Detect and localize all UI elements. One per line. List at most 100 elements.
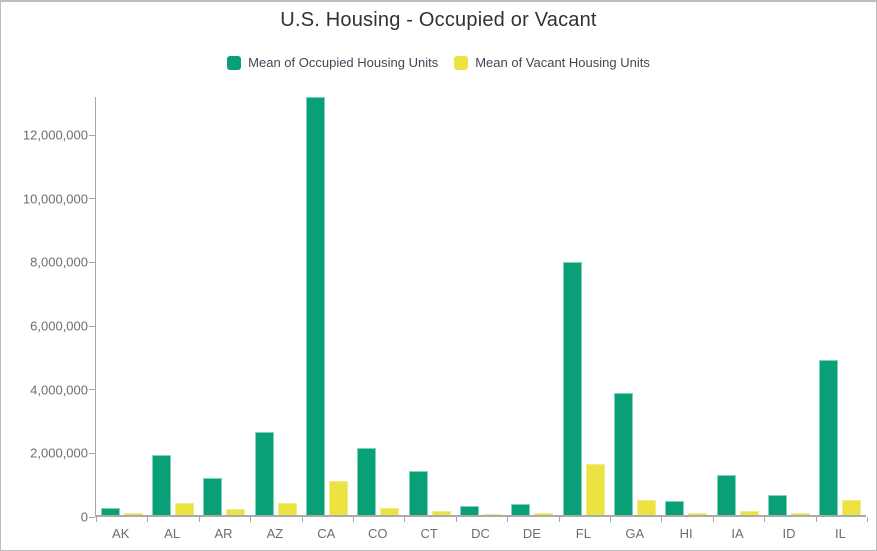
y-axis-labels: 0 2,000,000 4,000,000 6,000,000 8,000,000 10,… — [1, 97, 88, 525]
bar-group-fl — [558, 97, 609, 515]
x-tick-mark — [147, 517, 149, 522]
y-tick-mark — [89, 516, 95, 518]
bar-vacant-ak[interactable] — [123, 513, 143, 515]
bar-group-az — [250, 97, 301, 515]
y-axis-tick-label: 0 — [80, 509, 88, 525]
y-tick-mark — [89, 389, 95, 391]
bar-occupied-co[interactable] — [357, 448, 377, 515]
bar-group-ia — [712, 97, 763, 515]
bar-occupied-ga[interactable] — [613, 393, 633, 515]
bar-group-ct — [404, 97, 455, 515]
x-tick-mark — [404, 517, 406, 522]
x-tick-mark — [198, 517, 200, 522]
x-axis-label-ar: AR — [214, 526, 233, 541]
bar-vacant-id[interactable] — [790, 513, 810, 515]
bar-vacant-ct[interactable] — [431, 511, 451, 515]
x-tick-mark — [455, 517, 457, 522]
bar-group-al — [147, 97, 198, 515]
bar-vacant-ia[interactable] — [739, 511, 759, 515]
x-axis-label-co: CO — [367, 526, 388, 541]
bar-vacant-fl[interactable] — [585, 464, 605, 515]
bar-group-ca — [301, 97, 352, 515]
bar-occupied-id[interactable] — [767, 495, 787, 515]
x-axis-label-ak: AK — [112, 526, 130, 541]
x-axis-label-ca: CA — [317, 526, 336, 541]
bar-vacant-az[interactable] — [277, 503, 297, 515]
bar-occupied-hi[interactable] — [665, 501, 685, 515]
occupied-swatch-icon — [227, 55, 242, 70]
bar-occupied-de[interactable] — [511, 504, 531, 515]
bar-vacant-ga[interactable] — [636, 500, 656, 515]
x-axis-label-ct: CT — [420, 526, 438, 541]
x-tick-mark — [712, 517, 714, 522]
x-tick-mark — [661, 517, 663, 522]
page-title: U.S. Housing - Occupied or Vacant — [280, 9, 597, 31]
bar-group-hi — [661, 97, 712, 515]
bar-occupied-ar[interactable] — [203, 478, 223, 515]
x-axis-label-az: AZ — [266, 526, 284, 541]
bar-vacant-de[interactable] — [534, 513, 554, 515]
bar-occupied-fl[interactable] — [562, 262, 582, 515]
x-axis-labels: AK AL AR AZ CA CO CT DC DE FL GA HI IA ID IL — [95, 526, 866, 541]
x-tick-mark — [558, 517, 560, 522]
bar-occupied-dc[interactable] — [459, 506, 479, 515]
bar-vacant-hi[interactable] — [688, 513, 708, 515]
x-axis-label-ia: IA — [731, 526, 744, 541]
bar-occupied-ak[interactable] — [100, 508, 120, 515]
bar-occupied-az[interactable] — [254, 432, 274, 515]
y-tick-mark — [89, 198, 95, 200]
x-tick-mark — [867, 517, 868, 522]
x-axis-label-de: DE — [522, 526, 541, 541]
y-axis-tick-label: 6,000,000 — [30, 318, 88, 334]
y-tick-mark — [89, 325, 95, 327]
plot-area — [89, 97, 868, 522]
y-tick-mark — [89, 134, 95, 136]
y-tick-mark — [89, 261, 95, 263]
legend-label-occupied: Mean of Occupied Housing Units — [248, 55, 439, 70]
x-tick-mark — [815, 517, 817, 522]
legend: Mean of Occupied Housing Units Mean of V… — [1, 55, 876, 70]
x-tick-mark — [764, 517, 766, 522]
bar-occupied-il[interactable] — [819, 360, 839, 515]
vacant-swatch-icon — [454, 55, 469, 70]
x-tick-mark — [610, 517, 611, 522]
x-axis-label-dc: DC — [471, 526, 490, 541]
bar-occupied-ca[interactable] — [305, 97, 325, 515]
bar-vacant-dc[interactable] — [482, 514, 502, 515]
x-axis-label-ga: GA — [625, 526, 645, 541]
legend-label-vacant: Mean of Vacant Housing Units — [475, 55, 650, 70]
bar-vacant-co[interactable] — [380, 508, 400, 515]
legend-item-occupied: Mean of Occupied Housing Units — [227, 55, 438, 70]
x-tick-mark — [301, 517, 303, 522]
bar-vacant-il[interactable] — [842, 500, 862, 515]
bar-occupied-ct[interactable] — [408, 471, 428, 515]
y-axis-tick-label: 2,000,000 — [30, 445, 88, 461]
bar-group-ga — [609, 97, 660, 515]
bar-vacant-ar[interactable] — [226, 509, 246, 515]
bar-group-id — [763, 97, 814, 515]
x-tick-mark — [250, 517, 252, 522]
y-axis-tick-label: 10,000,000 — [22, 191, 88, 207]
bar-occupied-al[interactable] — [151, 455, 171, 515]
x-tick-mark — [353, 517, 354, 522]
x-tick-mark — [96, 517, 97, 522]
x-axis-label-il: IL — [834, 526, 846, 541]
bar-group-il — [815, 97, 866, 515]
y-axis-tick-label: 12,000,000 — [22, 127, 88, 143]
bar-group-ak — [96, 97, 147, 515]
bar-occupied-ia[interactable] — [716, 475, 736, 515]
y-tick-mark — [89, 452, 95, 454]
bar-group-dc — [455, 97, 506, 515]
bar-vacant-al[interactable] — [174, 503, 194, 515]
x-axis-label-hi: HI — [679, 526, 693, 541]
x-axis-label-al: AL — [164, 526, 181, 541]
x-axis-label-id: ID — [782, 526, 796, 541]
bar-group-ar — [199, 97, 250, 515]
bar-vacant-ca[interactable] — [328, 481, 348, 515]
x-axis-label-fl: FL — [575, 526, 591, 541]
bar-group-de — [507, 97, 558, 515]
x-tick-mark — [507, 517, 509, 522]
y-axis-tick-label: 4,000,000 — [30, 382, 88, 398]
bar-groups — [96, 97, 866, 515]
